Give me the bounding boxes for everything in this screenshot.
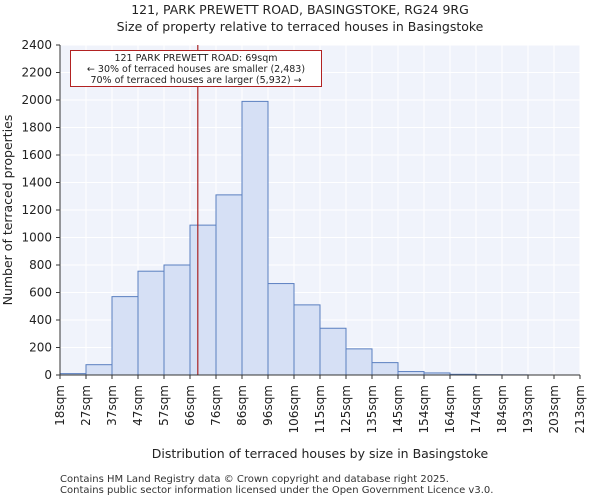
- x-tick-label: 174sqm: [469, 385, 483, 433]
- x-tick-label: 18sqm: [53, 385, 67, 426]
- y-tick-label: 2400: [21, 38, 52, 52]
- x-tick-label: 164sqm: [443, 385, 457, 433]
- histogram-bar: [267, 283, 295, 376]
- x-tick-label: 193sqm: [521, 385, 535, 433]
- histogram-bar: [345, 348, 373, 376]
- x-tick-label: 184sqm: [495, 385, 509, 433]
- x-tick-label: 96sqm: [261, 385, 275, 426]
- histogram-bar: [111, 296, 139, 376]
- annotation-line-1: 121 PARK PREWETT ROAD: 69sqm: [114, 53, 278, 64]
- y-tick-label: 2200: [21, 66, 52, 80]
- x-tick-label: 145sqm: [391, 385, 405, 433]
- x-tick-label: 57sqm: [157, 385, 171, 426]
- y-tick-label: 1800: [21, 121, 52, 135]
- y-tick-label: 1200: [21, 203, 52, 217]
- histogram-bar: [241, 100, 269, 376]
- x-tick-label: 203sqm: [547, 385, 561, 433]
- x-tick-label: 66sqm: [183, 385, 197, 426]
- y-tick-label: 2000: [21, 93, 52, 107]
- chart-subtitle: Size of property relative to terraced ho…: [116, 19, 484, 34]
- y-tick-label: 1600: [21, 148, 52, 162]
- x-tick-label: 47sqm: [131, 385, 145, 426]
- footer-copyright: Contains HM Land Registry data © Crown c…: [60, 474, 449, 485]
- y-tick-label: 800: [29, 258, 52, 272]
- histogram-bar: [85, 364, 113, 376]
- y-tick-label: 1400: [21, 176, 52, 190]
- chart-title: 121, PARK PREWETT ROAD, BASINGSTOKE, RG2…: [131, 2, 469, 17]
- histogram-bar: [397, 371, 425, 376]
- y-tick-label: 0: [44, 368, 52, 382]
- histogram-bar: [215, 194, 243, 376]
- annotation-line-3: 70% of terraced houses are larger (5,932…: [90, 75, 302, 86]
- y-tick-label: 200: [29, 341, 52, 355]
- x-axis-label: Distribution of terraced houses by size …: [152, 446, 489, 461]
- x-tick-label: 37sqm: [105, 385, 119, 426]
- footer-licence: Contains public sector information licen…: [60, 485, 494, 496]
- histogram-bar: [293, 304, 321, 376]
- y-tick-label: 400: [29, 313, 52, 327]
- annotation-line-2: ← 30% of terraced houses are smaller (2,…: [86, 64, 306, 75]
- x-tick-label: 135sqm: [365, 385, 379, 433]
- y-tick-label: 600: [29, 286, 52, 300]
- histogram-bar: [371, 362, 399, 376]
- x-tick-label: 115sqm: [313, 385, 327, 433]
- histogram-bar: [137, 270, 165, 376]
- histogram-bar: [319, 327, 347, 376]
- y-axis-label: Number of terraced properties: [0, 115, 15, 306]
- x-tick-label: 106sqm: [287, 385, 301, 433]
- histogram-bar: [163, 264, 191, 376]
- x-tick-label: 76sqm: [209, 385, 223, 426]
- y-tick-label: 1000: [21, 231, 52, 245]
- x-tick-label: 154sqm: [417, 385, 431, 433]
- property-annotation-box: 121 PARK PREWETT ROAD: 69sqm ← 30% of te…: [70, 50, 322, 87]
- x-tick-label: 86sqm: [235, 385, 249, 426]
- histogram-bar: [189, 224, 217, 376]
- x-tick-label: 125sqm: [339, 385, 353, 433]
- x-tick-label: 213sqm: [573, 385, 587, 433]
- x-tick-label: 27sqm: [79, 385, 93, 426]
- histogram-chart: 0 200 400 600 800 1000 1200 1400 1600 1800 2000 220…: [0, 38, 587, 461]
